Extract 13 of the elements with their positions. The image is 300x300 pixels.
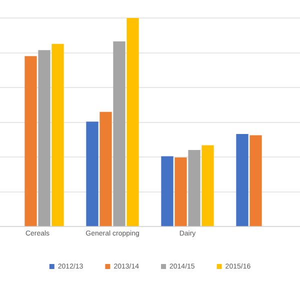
bar <box>174 158 187 226</box>
bar <box>24 56 37 226</box>
bar <box>86 122 98 226</box>
bar <box>52 44 64 226</box>
bar <box>188 150 200 226</box>
bar <box>113 41 126 226</box>
bar <box>126 18 139 226</box>
bar <box>250 135 262 226</box>
bar <box>100 112 112 226</box>
bar <box>236 134 248 226</box>
bar <box>202 145 214 226</box>
bar <box>38 50 50 226</box>
bar <box>161 156 174 226</box>
